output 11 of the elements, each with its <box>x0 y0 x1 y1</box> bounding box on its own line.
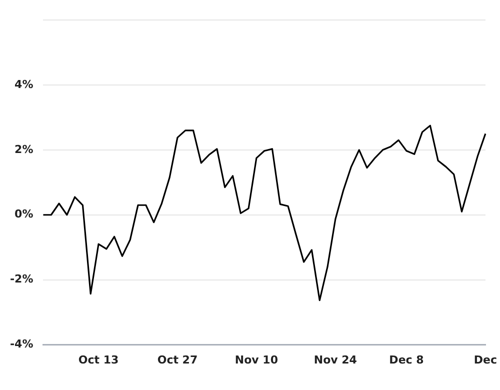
x-tick-label: Oct 27 <box>157 353 198 366</box>
y-tick-label: 2% <box>14 142 34 156</box>
y-tick-label: -4% <box>10 338 34 351</box>
y-tick-label: 4% <box>14 78 34 91</box>
y-tick-label: 0% <box>14 208 34 221</box>
x-tick-label: Dec <box>474 353 498 366</box>
x-tick-label: Dec 8 <box>389 353 424 366</box>
y-tick-label: -2% <box>10 272 34 286</box>
x-tick-label: Oct 13 <box>78 353 119 366</box>
x-tick-label: Nov 24 <box>314 353 358 366</box>
x-tick-label: Nov 10 <box>234 353 278 366</box>
